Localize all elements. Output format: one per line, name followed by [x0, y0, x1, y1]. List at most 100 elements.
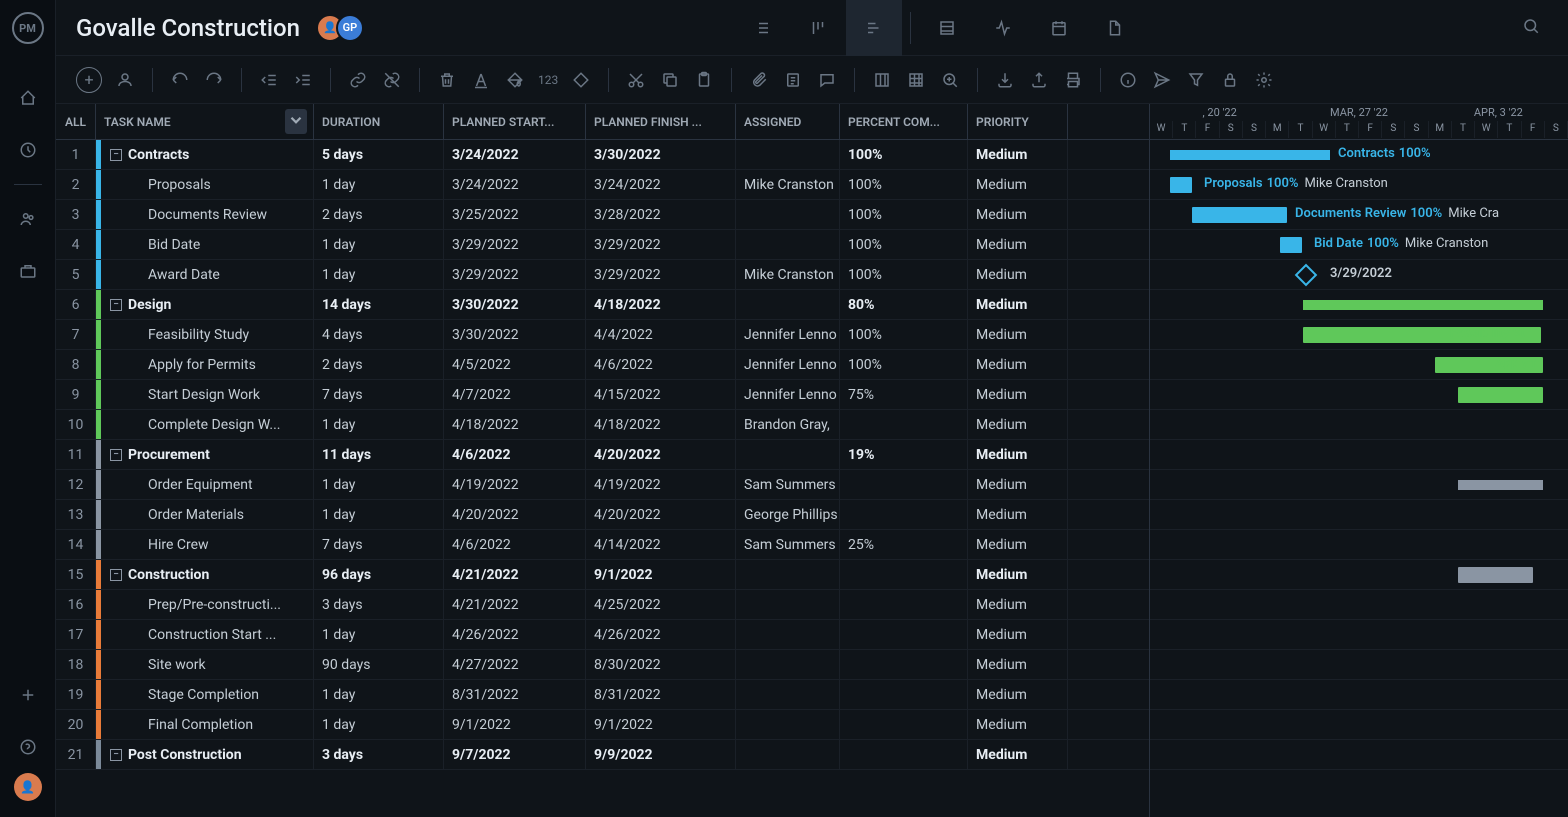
text-format-icon[interactable] — [470, 69, 492, 91]
table-row[interactable]: 5 Award Date 1 day 3/29/2022 3/29/2022 M… — [56, 260, 1149, 290]
start-cell[interactable]: 3/24/2022 — [444, 140, 586, 169]
collapse-icon[interactable]: − — [110, 149, 122, 161]
task-name-cell[interactable]: − Contracts — [96, 140, 314, 169]
columns-icon[interactable] — [871, 69, 893, 91]
task-name-cell[interactable]: Order Materials — [96, 500, 314, 529]
start-cell[interactable]: 4/19/2022 — [444, 470, 586, 499]
task-name-cell[interactable]: Start Design Work — [96, 380, 314, 409]
percent-cell[interactable] — [840, 710, 968, 739]
col-planned-finish[interactable]: PLANNED FINISH ... — [586, 104, 736, 139]
finish-cell[interactable]: 4/6/2022 — [586, 350, 736, 379]
percent-cell[interactable] — [840, 590, 968, 619]
start-cell[interactable]: 4/21/2022 — [444, 590, 586, 619]
finish-cell[interactable]: 4/18/2022 — [586, 410, 736, 439]
finish-cell[interactable]: 4/19/2022 — [586, 470, 736, 499]
assigned-cell[interactable] — [736, 200, 840, 229]
print-icon[interactable] — [1062, 69, 1084, 91]
gantt-parent-bar[interactable] — [1458, 480, 1543, 490]
task-name-cell[interactable]: Hire Crew — [96, 530, 314, 559]
note-icon[interactable] — [782, 69, 804, 91]
briefcase-icon[interactable] — [16, 259, 40, 283]
priority-cell[interactable]: Medium — [968, 650, 1068, 679]
table-row[interactable]: 2 Proposals 1 day 3/24/2022 3/24/2022 Mi… — [56, 170, 1149, 200]
finish-cell[interactable]: 4/20/2022 — [586, 500, 736, 529]
gantt-row[interactable] — [1150, 590, 1568, 620]
table-row[interactable]: 17 Construction Start ... 1 day 4/26/202… — [56, 620, 1149, 650]
gantt-row[interactable] — [1150, 380, 1568, 410]
col-planned-start[interactable]: PLANNED START... — [444, 104, 586, 139]
copy-icon[interactable] — [659, 69, 681, 91]
comment-icon[interactable] — [816, 69, 838, 91]
duration-cell[interactable]: 1 day — [314, 500, 444, 529]
duration-cell[interactable]: 4 days — [314, 320, 444, 349]
gantt-body[interactable]: Contracts100%Proposals100%Mike CranstonD… — [1150, 140, 1568, 817]
gantt-parent-bar[interactable] — [1303, 300, 1543, 310]
outdent-icon[interactable] — [258, 69, 280, 91]
gantt-row[interactable]: 3/29/2022 — [1150, 260, 1568, 290]
finish-cell[interactable]: 4/25/2022 — [586, 590, 736, 619]
finish-cell[interactable]: 9/9/2022 — [586, 740, 736, 769]
gantt-chart[interactable]: , 20 '22MAR, 27 '22APR, 3 '22 WTFSSMTWTF… — [1150, 104, 1568, 817]
task-name-cell[interactable]: Complete Design W... — [96, 410, 314, 439]
finish-cell[interactable]: 3/30/2022 — [586, 140, 736, 169]
finish-cell[interactable]: 9/1/2022 — [586, 710, 736, 739]
priority-cell[interactable]: Medium — [968, 290, 1068, 319]
assigned-cell[interactable]: Mike Cranston — [736, 170, 840, 199]
priority-cell[interactable]: Medium — [968, 320, 1068, 349]
duration-cell[interactable]: 90 days — [314, 650, 444, 679]
gantt-row[interactable] — [1150, 440, 1568, 470]
filter-icon[interactable] — [1185, 69, 1207, 91]
assigned-cell[interactable] — [736, 140, 840, 169]
priority-cell[interactable]: Medium — [968, 530, 1068, 559]
table-row[interactable]: 7 Feasibility Study 4 days 3/30/2022 4/4… — [56, 320, 1149, 350]
finish-cell[interactable]: 3/28/2022 — [586, 200, 736, 229]
gantt-milestone[interactable] — [1295, 264, 1318, 287]
task-name-cell[interactable]: Proposals — [96, 170, 314, 199]
task-name-cell[interactable]: − Construction — [96, 560, 314, 589]
finish-cell[interactable]: 3/29/2022 — [586, 260, 736, 289]
gantt-bar[interactable] — [1170, 177, 1192, 193]
recent-icon[interactable] — [16, 138, 40, 162]
percent-cell[interactable]: 100% — [840, 350, 968, 379]
duration-cell[interactable]: 96 days — [314, 560, 444, 589]
table-row[interactable]: 8 Apply for Permits 2 days 4/5/2022 4/6/… — [56, 350, 1149, 380]
user-avatar[interactable]: 👤 — [14, 773, 42, 801]
fill-icon[interactable] — [504, 69, 526, 91]
task-name-cell[interactable]: Documents Review — [96, 200, 314, 229]
table-row[interactable]: 4 Bid Date 1 day 3/29/2022 3/29/2022 100… — [56, 230, 1149, 260]
duration-cell[interactable]: 2 days — [314, 350, 444, 379]
priority-cell[interactable]: Medium — [968, 740, 1068, 769]
help-icon[interactable] — [16, 735, 40, 759]
home-icon[interactable] — [16, 86, 40, 110]
collapse-icon[interactable]: − — [110, 749, 122, 761]
task-name-cell[interactable]: Site work — [96, 650, 314, 679]
col-all[interactable]: ALL — [56, 104, 96, 139]
task-name-cell[interactable]: Award Date — [96, 260, 314, 289]
start-cell[interactable]: 4/18/2022 — [444, 410, 586, 439]
priority-cell[interactable]: Medium — [968, 170, 1068, 199]
priority-cell[interactable]: Medium — [968, 710, 1068, 739]
gantt-row[interactable]: Contracts100% — [1150, 140, 1568, 170]
milestone-tool-icon[interactable] — [570, 69, 592, 91]
table-row[interactable]: 21 − Post Construction 3 days 9/7/2022 9… — [56, 740, 1149, 770]
start-cell[interactable]: 3/29/2022 — [444, 230, 586, 259]
percent-cell[interactable]: 100% — [840, 200, 968, 229]
search-icon[interactable] — [1514, 9, 1548, 47]
link-icon[interactable] — [347, 69, 369, 91]
priority-cell[interactable]: Medium — [968, 680, 1068, 709]
collapse-icon[interactable]: − — [110, 569, 122, 581]
table-row[interactable]: 19 Stage Completion 1 day 8/31/2022 8/31… — [56, 680, 1149, 710]
zoom-icon[interactable] — [939, 69, 961, 91]
percent-cell[interactable]: 100% — [840, 140, 968, 169]
priority-cell[interactable]: Medium — [968, 620, 1068, 649]
assigned-cell[interactable]: George Phillips — [736, 500, 840, 529]
finish-cell[interactable]: 4/15/2022 — [586, 380, 736, 409]
percent-cell[interactable] — [840, 740, 968, 769]
percent-cell[interactable] — [840, 650, 968, 679]
import-icon[interactable] — [994, 69, 1016, 91]
view-file-icon[interactable] — [1087, 0, 1143, 56]
duration-cell[interactable]: 14 days — [314, 290, 444, 319]
gantt-row[interactable] — [1150, 290, 1568, 320]
duration-cell[interactable]: 1 day — [314, 170, 444, 199]
priority-cell[interactable]: Medium — [968, 200, 1068, 229]
